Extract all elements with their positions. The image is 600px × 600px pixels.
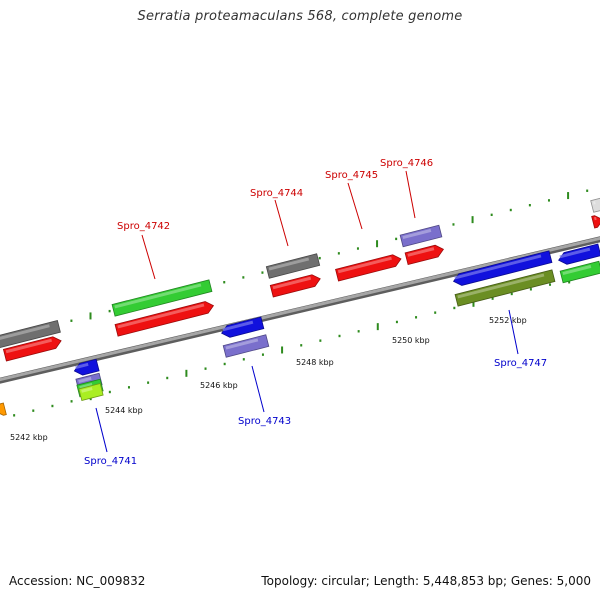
gene-red-spro4746-highlight [407, 247, 435, 257]
gene-label-callouts [95, 170, 519, 453]
gene-green-spro4741-highlight [79, 382, 93, 390]
gene-blue-spro4747-highlight [454, 254, 542, 280]
gene-red-spro4745-body [335, 254, 402, 282]
gene-red-spro4745 [335, 254, 402, 282]
gene-gray-spro4744-highlight [268, 257, 310, 271]
callout-spro-4743 [251, 365, 265, 413]
gene-blue-spro4747 [452, 250, 553, 286]
gene-lavender-spro4743 [222, 334, 270, 358]
gene-blue-spro4741-body [73, 358, 100, 376]
gene-label-spro-4745: Spro_4745 [325, 170, 378, 181]
backbone-line [0, 236, 600, 382]
gene-red-spro4742-highlight [117, 303, 205, 329]
gene-blue-spro4743-highlight [222, 320, 254, 332]
gene-red-spro4745-highlight [337, 256, 392, 274]
gene-light-edge-highlight [593, 201, 596, 205]
gene-green-spro4742 [111, 279, 213, 317]
gene-orange-edge-body [0, 402, 7, 416]
gene-light-edge-body [590, 197, 600, 213]
gene-red-edge-body [591, 215, 600, 229]
gene-gray-spro4744 [265, 253, 321, 279]
gene-labels: Spro_4742 Spro_4744 Spro_4745 Spro_4746 … [84, 158, 547, 467]
gene-label-spro-4746: Spro_4746 [380, 158, 433, 169]
gene-gray-a-highlight [0, 324, 50, 342]
scale-label-5246: 5246 kbp [200, 381, 238, 390]
gene-light-edge [590, 197, 600, 213]
gene-red-spro4742 [114, 301, 215, 337]
scale-label-5250: 5250 kbp [392, 336, 430, 345]
gene-red-spro4744-highlight [272, 276, 312, 290]
gene-lavender-spro4746-highlight [402, 228, 432, 239]
gene-features [0, 197, 600, 416]
genome-summary-text: Topology: circular; Length: 5,448,853 bp… [261, 574, 591, 588]
gene-blue-edge-body [558, 243, 600, 265]
gene-blue-spro4741-highlight [75, 362, 89, 370]
gene-green-edge-highlight [562, 264, 592, 275]
gene-lime-spro4741-body [78, 382, 104, 402]
gene-green-spro4742-highlight [114, 283, 202, 309]
gene-red-edge [591, 215, 600, 229]
scale-label-5244: 5244 kbp [105, 406, 143, 415]
gene-blue-spro4743 [221, 316, 265, 338]
gene-red-a-highlight [5, 338, 53, 354]
scale-label-5252: 5252 kbp [489, 316, 527, 325]
callout-spro-4742 [141, 234, 156, 280]
gene-green-edge [559, 260, 600, 284]
scale-labels: 5242 kbp 5244 kbp 5246 kbp 5248 kbp 5250… [10, 316, 527, 442]
gene-label-spro-4741: Spro_4741 [84, 456, 137, 467]
gene-label-spro-4742: Spro_4742 [117, 221, 170, 232]
gene-red-a [2, 336, 62, 362]
gene-lavender-spro4746-body [399, 224, 443, 248]
gene-red-edge-highlight [593, 216, 597, 221]
callout-spro-4741 [95, 407, 108, 453]
gene-lavender-spro4746 [399, 224, 443, 248]
scale-label-5242: 5242 kbp [10, 433, 48, 442]
gene-olive-spro4747-highlight [457, 273, 545, 299]
gene-red-spro4746 [404, 244, 445, 265]
gene-blue-spro4741 [73, 358, 100, 376]
gene-lime-spro4741 [78, 382, 104, 402]
gene-lime-spro4741-highlight [81, 387, 93, 393]
gene-green-edge-body [559, 260, 600, 284]
accession-text: Accession: NC_009832 [9, 574, 146, 588]
gene-olive-spro4747 [454, 269, 556, 307]
gene-label-spro-4747: Spro_4747 [494, 358, 547, 369]
gene-lavender-spro4741-highlight [78, 376, 92, 384]
gene-lavender-spro4743-highlight [225, 338, 259, 350]
scale-label-5248: 5248 kbp [296, 358, 334, 367]
gene-label-spro-4743: Spro_4743 [238, 416, 291, 427]
callout-spro-4745 [347, 182, 363, 230]
gene-orange-edge [0, 402, 7, 416]
gene-blue-edge-highlight [559, 247, 591, 259]
gene-red-spro4744 [269, 274, 321, 298]
callout-spro-4746 [405, 170, 416, 219]
callout-spro-4747 [508, 309, 519, 355]
gene-blue-edge [558, 243, 600, 265]
gene-label-spro-4744: Spro_4744 [250, 188, 303, 199]
gene-blue-spro4743-body [221, 316, 265, 338]
map-title: Serratia proteamaculans 568, complete ge… [137, 9, 463, 24]
callout-spro-4744 [274, 199, 289, 247]
gene-gray-a [0, 320, 61, 350]
